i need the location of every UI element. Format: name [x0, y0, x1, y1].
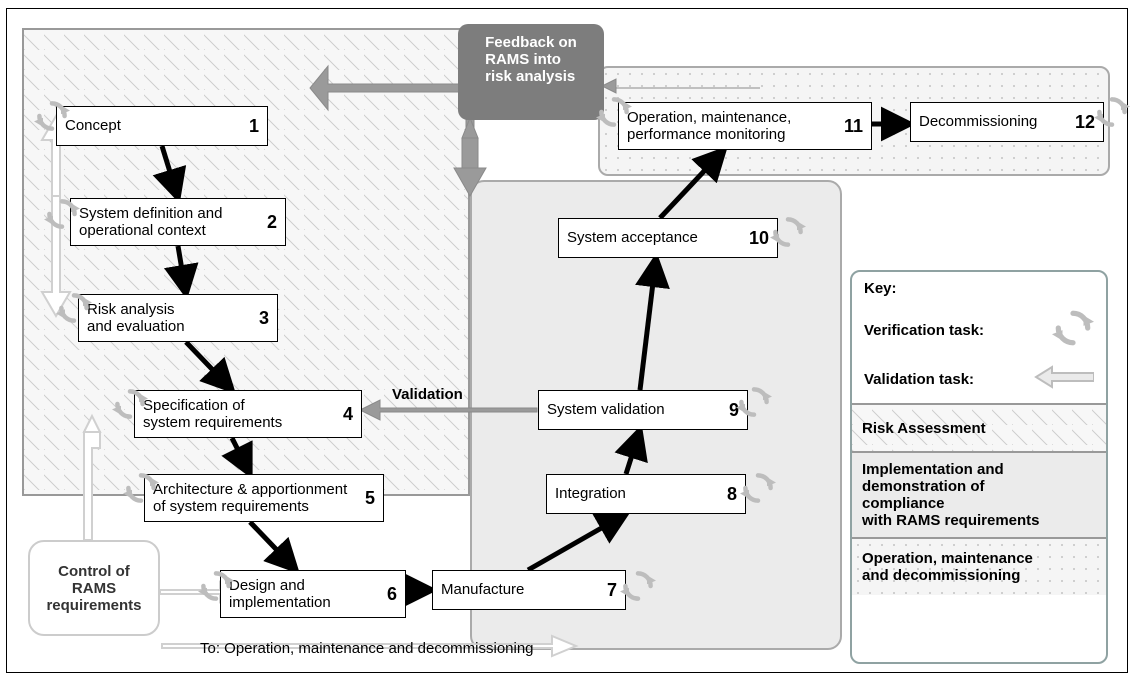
node-1-number: 1	[241, 116, 259, 137]
key-title: Key:	[852, 272, 1106, 301]
key-verification-row: Verification task:	[852, 301, 1106, 359]
node-12-label: Decommissioning	[919, 113, 1067, 130]
key-verification-label: Verification task:	[864, 322, 984, 339]
cycle-icon-1	[44, 196, 80, 232]
node-3-label: Risk analysisand evaluation	[87, 301, 251, 336]
node-7: Manufacture7	[432, 570, 626, 610]
node-7-number: 7	[599, 580, 617, 601]
node-8-label: Integration	[555, 485, 719, 502]
key-panel: Key: Verification task: Validation task: Ri…	[850, 270, 1108, 664]
node-5-number: 5	[357, 488, 375, 509]
key-validation-row: Validation task:	[852, 359, 1106, 399]
node-1-label: Concept	[65, 117, 241, 134]
cycle-icon-7	[736, 384, 772, 420]
node-12-number: 12	[1067, 112, 1095, 133]
node-9: System validation9	[538, 390, 748, 430]
node-11-number: 11	[836, 116, 863, 137]
cycle-icon-0	[34, 98, 70, 134]
node-3: Risk analysisand evaluation3	[78, 294, 278, 342]
node-6-number: 6	[379, 584, 397, 605]
node-10: System acceptance10	[558, 218, 778, 258]
key-swatch-implementation: Implementation anddemonstration ofcompli…	[852, 451, 1106, 537]
node-8: Integration8	[546, 474, 746, 514]
key-swatch-operation: Operation, maintenanceand decommissionin…	[852, 537, 1106, 595]
node-1: Concept1	[56, 106, 268, 146]
node-4: Specification ofsystem requirements4	[134, 390, 362, 438]
cycle-icon-8	[770, 214, 806, 250]
node-10-label: System acceptance	[567, 229, 741, 246]
node-7-label: Manufacture	[441, 581, 599, 598]
feedback-box: Feedback onRAMS intorisk analysis	[458, 24, 604, 120]
node-11: Operation, maintenance,performance monit…	[618, 102, 872, 150]
node-12: Decommissioning12	[910, 102, 1104, 142]
key-swatch-risk: Risk Assessment	[852, 403, 1106, 451]
node-10-number: 10	[741, 228, 769, 249]
node-5-label: Architecture & apportionmentof system re…	[153, 481, 357, 516]
cycle-icon-3	[112, 386, 148, 422]
cycle-icon-9	[596, 94, 632, 130]
cycle-icon-11	[740, 470, 776, 506]
control-of-rams-box: Control ofRAMSrequirements	[28, 540, 160, 636]
validation-label: Validation	[392, 386, 463, 403]
node-6: Design andimplementation6	[220, 570, 406, 618]
cycle-icon-10	[1094, 94, 1130, 130]
cycle-icon-key	[1052, 307, 1094, 353]
node-5: Architecture & apportionmentof system re…	[144, 474, 384, 522]
to-operation-label: To: Operation, maintenance and decommiss…	[200, 640, 534, 657]
cycle-icon-5	[198, 568, 234, 604]
node-8-number: 8	[719, 484, 737, 505]
diagram-canvas: Feedback onRAMS intorisk analysis Concept…	[0, 0, 1134, 681]
node-4-label: Specification ofsystem requirements	[143, 397, 335, 432]
node-9-label: System validation	[547, 401, 721, 418]
key-validation-label: Validation task:	[864, 371, 974, 388]
node-11-label: Operation, maintenance,performance monit…	[627, 109, 836, 144]
node-2-label: System definition andoperational context	[79, 205, 259, 240]
node-3-number: 3	[251, 308, 269, 329]
cycle-icon-2	[56, 290, 92, 326]
node-4-number: 4	[335, 404, 353, 425]
node-6-label: Design andimplementation	[229, 577, 379, 612]
cycle-icon-4	[123, 470, 159, 506]
cycle-icon-6	[620, 568, 656, 604]
validation-arrow-icon	[1034, 365, 1094, 393]
node-2-number: 2	[259, 212, 277, 233]
node-2: System definition andoperational context…	[70, 198, 286, 246]
